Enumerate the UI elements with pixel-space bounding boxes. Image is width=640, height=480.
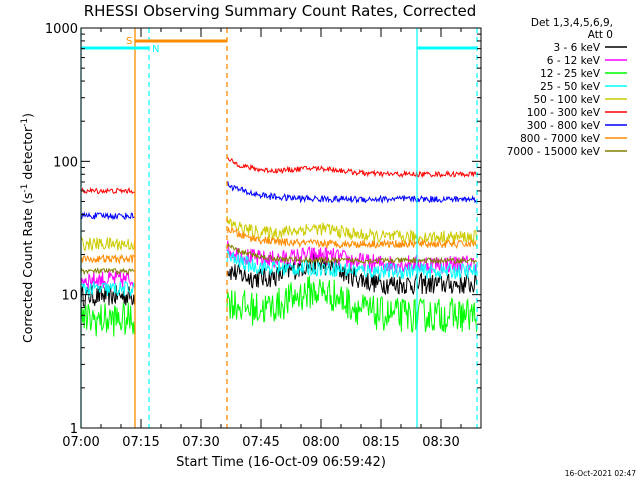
- series-line-5: [80, 156, 477, 195]
- legend-entry-1: 6 - 12 keV: [547, 55, 601, 67]
- saa-flag-label: S: [126, 36, 132, 47]
- series-line-1: [80, 240, 478, 289]
- y-axis-label-end: ): [20, 113, 35, 118]
- series-line-7: [80, 226, 478, 265]
- legend-entry-0: 3 - 6 keV: [553, 42, 600, 54]
- series-line-8: [80, 243, 478, 276]
- plot-area: S N 1 10 100 1000 07:00 07:15 07:30 07:45 08:00 08:…: [45, 22, 482, 450]
- y-tick-label-0: 1: [70, 422, 78, 437]
- y-tick-label-1: 10: [61, 289, 78, 304]
- svg-text:Corrected Count Rate (s-1 dete: Corrected Count Rate (s-1 detector-1): [20, 113, 35, 343]
- legend-entry-2: 12 - 25 keV: [540, 68, 601, 80]
- legend-entry-8: 7000 - 15000 keV: [507, 146, 601, 158]
- x-tick-label-4: 08:00: [302, 435, 339, 450]
- night-flag-label: N: [152, 44, 159, 55]
- legend-entry-3: 25 - 50 keV: [540, 81, 601, 93]
- footer-timestamp: 16-Oct-2021 02:47: [565, 469, 636, 478]
- legend-entry-6: 300 - 800 keV: [527, 120, 601, 132]
- x-tick-label-1: 07:15: [122, 435, 159, 450]
- y-axis-label-main: Corrected Count Rate (s: [20, 193, 35, 343]
- y-axis-label: Corrected Count Rate (s-1 detector-1): [20, 113, 35, 343]
- x-tick-label-6: 08:30: [422, 435, 459, 450]
- x-tick-label-3: 07:45: [242, 435, 279, 450]
- series-line-6: [80, 181, 478, 221]
- series-line-2: [80, 275, 478, 337]
- x-tick-label-2: 07:30: [182, 435, 219, 450]
- legend-header-attenuator: Att 0: [588, 29, 613, 41]
- x-tick-label-0: 07:00: [62, 435, 99, 450]
- series-line-4: [80, 216, 478, 252]
- x-axis-label: Start Time (16-Oct-09 06:59:42): [176, 455, 386, 470]
- y-axis-label-mid: detector: [20, 126, 35, 184]
- x-tick-label-5: 08:15: [362, 435, 399, 450]
- legend-entry-5: 100 - 300 keV: [527, 107, 601, 119]
- legend-entry-7: 800 - 7000 keV: [520, 133, 601, 145]
- y-tick-label-3: 1000: [45, 22, 78, 37]
- legend-header-detectors: Det 1,3,4,5,6,9,: [531, 17, 613, 29]
- y-axis-label-sup2: -1: [20, 118, 30, 127]
- legend-entry-4: 50 - 100 keV: [533, 94, 600, 106]
- y-tick-label-2: 100: [53, 155, 78, 170]
- y-axis-label-sup1: -1: [20, 184, 30, 193]
- chart-title: RHESSI Observing Summary Count Rates, Co…: [84, 2, 477, 20]
- series-line-3: [80, 249, 478, 297]
